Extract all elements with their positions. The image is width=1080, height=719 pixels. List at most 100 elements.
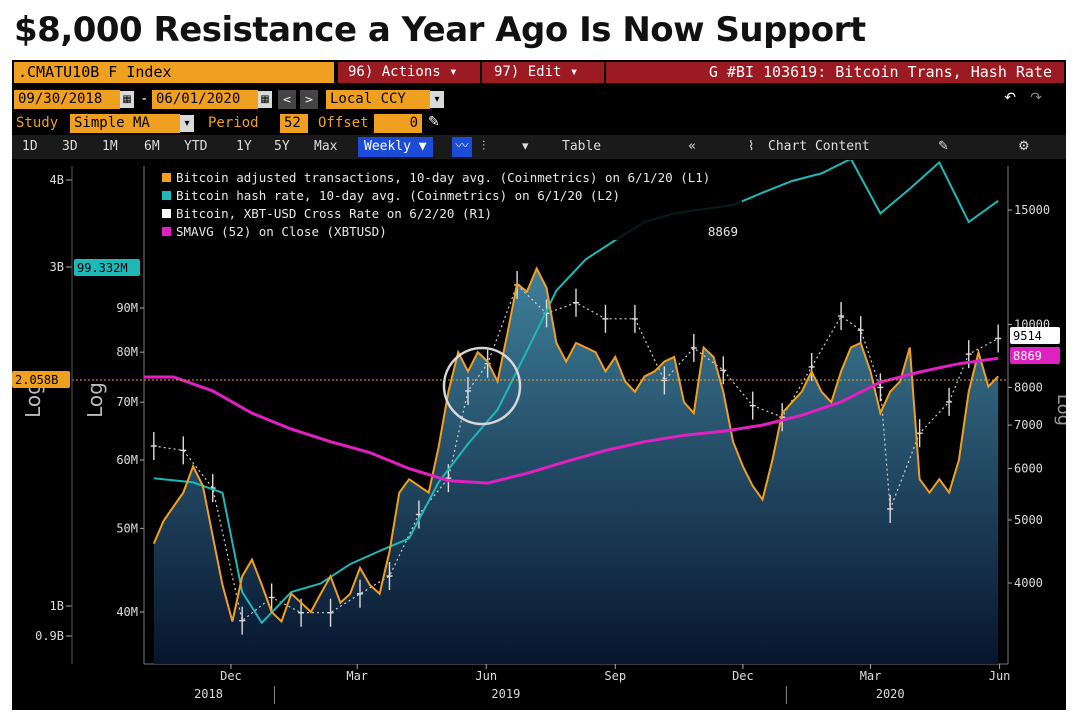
bars-chart-icon[interactable]: ⫶ [482, 139, 486, 154]
headline: $8,000 Resistance a Year Ago Is Now Supp… [14, 10, 866, 50]
transactions-value-tag-bg [12, 371, 70, 388]
sma-value-tag: 8869 [1013, 349, 1042, 363]
legend-value: 8869 [708, 224, 738, 239]
chart-content-button[interactable]: Chart Content [768, 139, 870, 154]
prev-arrow-icon[interactable]: < [278, 90, 296, 109]
transactions-line [152, 266, 999, 624]
actions-menu[interactable]: 96) Actions ▾ [348, 64, 458, 80]
x-year-label: 2019 [491, 687, 520, 701]
legend-swatch [162, 227, 171, 236]
line-chart-icon[interactable]: 〰 [452, 137, 472, 157]
hash-value-tag-bg [74, 259, 140, 276]
legend-entry: SMAVG (52) on Close (XBTUSD) [176, 224, 387, 239]
x-tick-label: Dec [732, 669, 754, 683]
tab-1y[interactable]: 1Y [236, 139, 252, 154]
r1-tick-label: 4000 [1014, 576, 1043, 590]
study-label: Study [16, 115, 59, 131]
pencil-icon[interactable]: ✎ [428, 114, 440, 130]
price-value-tag-bg [1010, 327, 1060, 344]
date-dash: - [140, 91, 149, 107]
chevron-down-icon[interactable]: ▾ [430, 91, 444, 108]
calendar-icon[interactable]: ▦ [120, 91, 134, 108]
legend-box [158, 168, 742, 240]
r1-tick-label: 7000 [1014, 418, 1043, 432]
ticker-field[interactable]: .CMATU10B F Index [14, 62, 334, 83]
price-value-tag: 9514 [1013, 329, 1042, 343]
l1-tick-label: 60M [116, 453, 138, 467]
offset-field[interactable]: 0 [374, 114, 422, 133]
transactions-area [153, 268, 999, 664]
offset-label: Offset [318, 115, 369, 131]
r1-tick-label: 6000 [1014, 462, 1043, 476]
l1-axis-title: Log [83, 382, 107, 418]
l1-tick-label: 50M [116, 521, 138, 535]
sma52-line [144, 356, 999, 485]
x-tick-label: Jun [989, 669, 1011, 683]
end-date-field[interactable]: 06/01/2020 [152, 90, 258, 109]
currency-select[interactable]: Local CCY [326, 90, 430, 109]
x-tick-label: Jun [475, 669, 497, 683]
l1-tick-label: 80M [116, 345, 138, 359]
legend-swatch [162, 191, 171, 200]
chart-area: Bitcoin adjusted transactions, 10-day av… [12, 160, 1066, 704]
l2-tick-label: 3B [50, 260, 64, 274]
chart-title: G #BI 103619: Bitcoin Trans, Hash Rate [708, 63, 1052, 81]
command-bar: .CMATU10B F Index 96) Actions ▾ 97) Edit… [12, 60, 1066, 85]
redo-icon[interactable]: ↷ [1030, 90, 1042, 106]
start-date-field[interactable]: 09/30/2018 [14, 90, 120, 109]
bloomberg-terminal: .CMATU10B F Index 96) Actions ▾ 97) Edit… [12, 60, 1066, 710]
l2-axis-title: Log [21, 382, 45, 418]
l2-tick-label: 0.9B [35, 629, 64, 643]
period-label: Period [208, 115, 259, 131]
undo-icon[interactable]: ↶ [1004, 90, 1016, 106]
l1-tick-label: 90M [116, 301, 138, 315]
l1-tick-label: 40M [116, 605, 138, 619]
period-field[interactable]: 52 [280, 114, 308, 133]
tab-5y[interactable]: 5Y [274, 139, 290, 154]
x-tick-label: Mar [346, 669, 368, 683]
r1-tick-label: 8000 [1014, 380, 1043, 394]
x-tick-label: Sep [604, 669, 626, 683]
legend-entry: Bitcoin adjusted transactions, 10-day av… [176, 170, 710, 185]
gear-icon[interactable]: ⚙ [1018, 139, 1030, 154]
date-range-bar: 09/30/2018 ▦ - 06/01/2020 ▦ < > Local CC… [12, 87, 1066, 111]
menu-bar [338, 62, 1064, 83]
calendar-icon[interactable]: ▦ [258, 91, 272, 108]
x-year-label: 2018 [194, 687, 223, 701]
next-arrow-icon[interactable]: > [300, 90, 318, 109]
hash-value-tag: 99.332M [77, 261, 128, 275]
chevron-down-icon[interactable]: ▾ [180, 115, 194, 132]
chevron-down-icon[interactable]: ▾ [522, 139, 529, 154]
legend-swatch [162, 173, 171, 182]
hash-rate-line [153, 160, 999, 625]
tab-1m[interactable]: 1M [102, 139, 118, 154]
legend-entry: Bitcoin, XBT-USD Cross Rate on 6/2/20 (R… [176, 206, 492, 221]
r1-axis-title: Log [1053, 394, 1066, 426]
highlight-circle [442, 346, 522, 426]
tab-6m[interactable]: 6M [144, 139, 160, 154]
weekly-select[interactable]: Weekly ▼ [358, 137, 433, 157]
l2-tick-label: 1B [50, 599, 64, 613]
l2-tick-label: 4B [50, 173, 64, 187]
tab-3d[interactable]: 3D [62, 139, 78, 154]
menu-divider [604, 62, 606, 83]
study-bar: Study Simple MA ▾ Period 52 Offset 0 ✎ [12, 113, 1066, 135]
line-chart-icon[interactable]: ⌇ [748, 139, 755, 154]
x-tick-label: Dec [220, 669, 242, 683]
edit-icon[interactable]: ✎ [938, 139, 949, 154]
table-button[interactable]: Table [562, 139, 602, 154]
study-select[interactable]: Simple MA [70, 114, 180, 133]
transactions-value-tag: 2.058B [15, 373, 58, 387]
double-chevron-left-icon[interactable]: « [688, 139, 696, 154]
period-tabs-bar: 1D 3D 1M 6M YTD 1Y 5Y Max Weekly ▼ 〰 ⫶ ▾… [12, 135, 1066, 159]
edit-menu[interactable]: 97) Edit ▾ [494, 64, 579, 80]
r1-tick-label: 15000 [1014, 203, 1050, 217]
menu-divider [480, 62, 482, 83]
tab-1d[interactable]: 1D [22, 139, 38, 154]
sma-value-tag-bg [1010, 347, 1060, 364]
tab-max[interactable]: Max [314, 139, 338, 154]
l1-tick-label: 70M [116, 395, 138, 409]
legend-entry: Bitcoin hash rate, 10-day avg. (Coinmetr… [176, 188, 620, 203]
r1-tick-label: 5000 [1014, 513, 1043, 527]
tab-ytd[interactable]: YTD [184, 139, 208, 154]
